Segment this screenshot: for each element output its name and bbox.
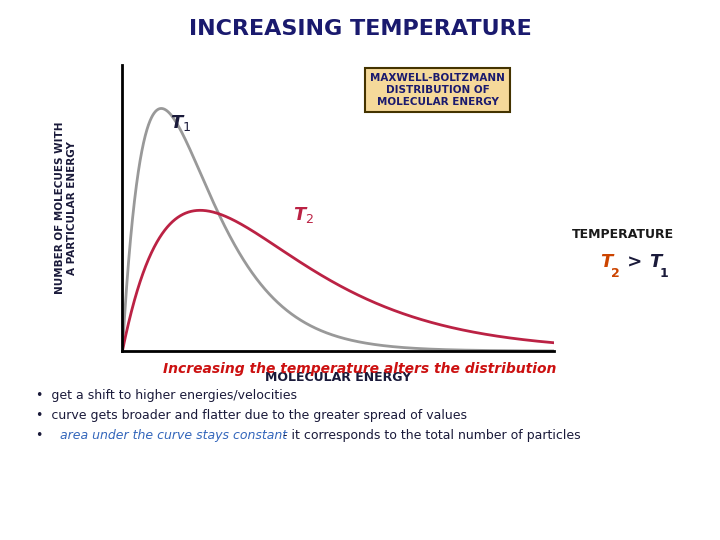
- Text: T$_1$: T$_1$: [170, 113, 192, 133]
- Text: MAXWELL-BOLTZMANN
DISTRIBUTION OF
MOLECULAR ENERGY: MAXWELL-BOLTZMANN DISTRIBUTION OF MOLECU…: [370, 73, 505, 106]
- Text: MOLECULAR ENERGY: MOLECULAR ENERGY: [265, 371, 412, 384]
- Text: T: T: [649, 253, 661, 271]
- Text: >: >: [621, 253, 649, 271]
- Text: NUMBER OF MOLECUES WITH
A PARTICULAR ENERGY: NUMBER OF MOLECUES WITH A PARTICULAR ENE…: [55, 122, 77, 294]
- Text: - it corresponds to the total number of particles: - it corresponds to the total number of …: [279, 429, 581, 442]
- Text: •  get a shift to higher energies/velocities: • get a shift to higher energies/velocit…: [36, 389, 297, 402]
- Text: •  curve gets broader and flatter due to the greater spread of values: • curve gets broader and flatter due to …: [36, 409, 467, 422]
- Text: Increasing the temperature alters the distribution: Increasing the temperature alters the di…: [163, 362, 557, 376]
- Text: TEMPERATURE: TEMPERATURE: [572, 228, 674, 241]
- Text: •: •: [36, 429, 51, 442]
- Text: 2: 2: [611, 267, 619, 280]
- Text: T: T: [600, 253, 612, 271]
- Text: area under the curve stays constant: area under the curve stays constant: [60, 429, 287, 442]
- Text: 1: 1: [660, 267, 668, 280]
- Text: INCREASING TEMPERATURE: INCREASING TEMPERATURE: [189, 19, 531, 39]
- Text: T$_2$: T$_2$: [294, 205, 315, 225]
